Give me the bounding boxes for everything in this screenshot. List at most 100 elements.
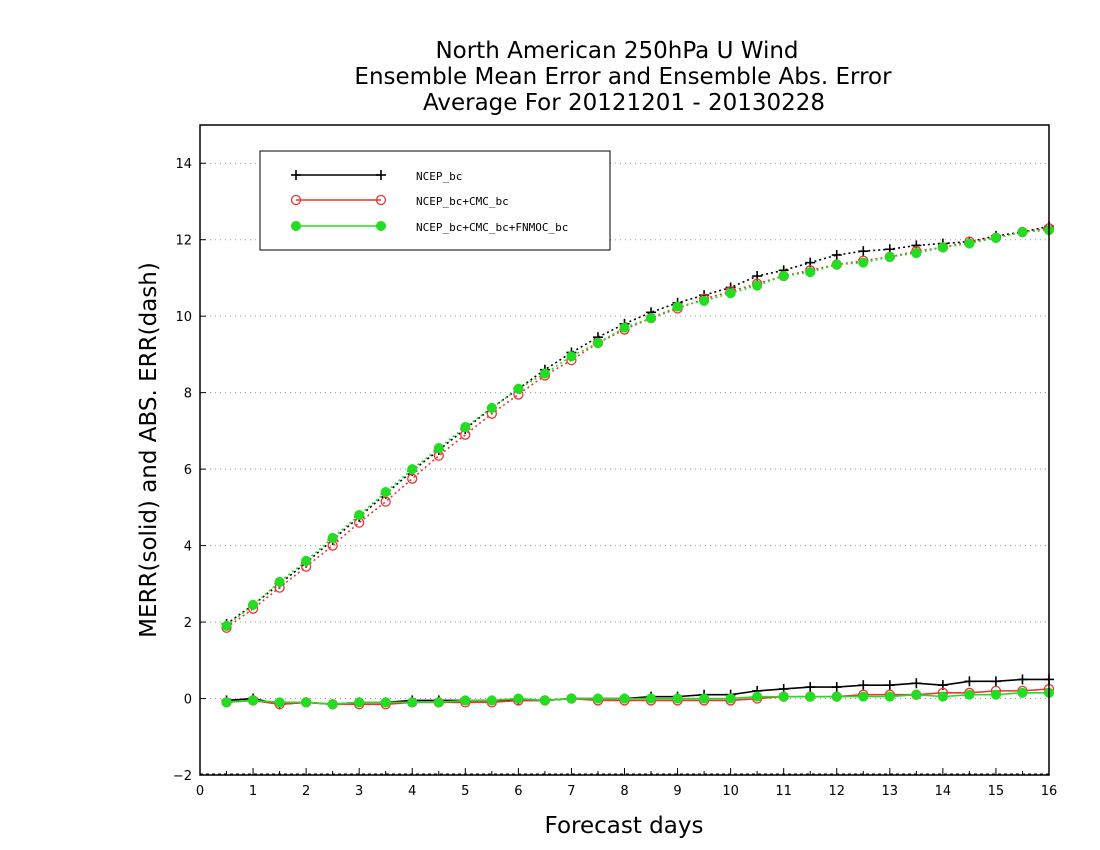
abs-error-point bbox=[513, 383, 524, 394]
legend: NCEP_bc NCEP_bc+CMC_bc NCEP_bc+CMC_bc+FN… bbox=[259, 150, 611, 251]
legend-marker bbox=[290, 194, 302, 206]
abs-error-line bbox=[226, 225, 1050, 625]
series-1 bbox=[221, 221, 1054, 710]
mean-error-point bbox=[1017, 674, 1028, 685]
y-tick-label: 2 bbox=[184, 616, 192, 631]
mean-error-point bbox=[380, 697, 391, 708]
mean-error-point bbox=[884, 680, 895, 691]
abs-error-point bbox=[327, 532, 338, 543]
abs-error-point bbox=[354, 509, 365, 521]
x-tick-label: 16 bbox=[1041, 784, 1058, 799]
x-tick-label: 12 bbox=[828, 784, 845, 799]
mean-error-point bbox=[592, 693, 604, 704]
abs-error-point bbox=[831, 259, 842, 270]
mean-error-point bbox=[911, 678, 922, 689]
abs-error-point bbox=[380, 487, 391, 498]
mean-error-point bbox=[619, 693, 630, 704]
mean-error-point bbox=[805, 691, 816, 702]
mean-error-point bbox=[301, 697, 312, 708]
y-tick-label: 14 bbox=[175, 157, 192, 172]
legend-label-ncep-cmc-fnmoc: NCEP_bc+CMC_bc+FNMOC_bc bbox=[416, 221, 568, 234]
mean-error-point bbox=[539, 695, 550, 706]
x-tick-label: 8 bbox=[620, 784, 628, 799]
mean-error-point bbox=[911, 689, 922, 700]
mean-error-point bbox=[248, 695, 259, 706]
abs-error-point bbox=[619, 322, 630, 333]
legend-marker bbox=[375, 220, 387, 232]
abs-error-point bbox=[407, 464, 418, 475]
abs-error-point bbox=[274, 576, 285, 587]
legend-marker bbox=[290, 220, 302, 232]
abs-error-point bbox=[990, 232, 1001, 243]
mean-error-point bbox=[407, 697, 418, 708]
mean-error-point bbox=[990, 676, 1001, 687]
mean-error-point bbox=[725, 693, 736, 704]
abs-error-point bbox=[566, 351, 577, 362]
abs-error-point bbox=[858, 257, 869, 268]
chart-title-line-1: North American 250hPa U Wind bbox=[435, 38, 798, 64]
legend-label-ncep-bc: NCEP_bc bbox=[416, 170, 462, 183]
y-tick-label: −2 bbox=[173, 769, 192, 784]
mean-error-point bbox=[513, 693, 524, 704]
legend-marker bbox=[291, 170, 301, 180]
mean-error-point bbox=[831, 682, 842, 693]
abs-error-point bbox=[248, 599, 259, 610]
x-tick-label: 3 bbox=[355, 784, 363, 799]
x-tick-label: 6 bbox=[514, 784, 522, 799]
x-tick-label: 14 bbox=[935, 784, 952, 799]
abs-error-point bbox=[964, 238, 975, 249]
abs-error-point bbox=[752, 280, 763, 291]
mean-error-point bbox=[884, 691, 895, 702]
abs-error-point bbox=[1017, 227, 1028, 238]
y-tick-label: 10 bbox=[175, 310, 192, 325]
x-tick-label: 2 bbox=[302, 784, 310, 799]
data-series bbox=[221, 221, 1055, 710]
abs-error-point bbox=[858, 246, 869, 257]
mean-error-point bbox=[354, 697, 365, 708]
y-tick-label: 6 bbox=[184, 463, 192, 478]
abs-error-point bbox=[460, 422, 471, 433]
abs-error-line bbox=[226, 229, 1050, 627]
series-3 bbox=[221, 225, 1055, 710]
x-tick-label: 7 bbox=[567, 784, 575, 799]
mean-error-point bbox=[566, 693, 577, 704]
abs-error-point bbox=[486, 402, 497, 413]
abs-error-point bbox=[221, 620, 232, 631]
abs-error-point bbox=[937, 242, 948, 253]
mean-error-point bbox=[964, 676, 975, 687]
mean-error-point bbox=[221, 697, 232, 708]
mean-error-point bbox=[699, 693, 710, 704]
mean-error-point bbox=[964, 689, 975, 700]
x-tick-label: 5 bbox=[461, 784, 469, 799]
y-tick-label: 4 bbox=[184, 540, 192, 555]
abs-error-point bbox=[301, 555, 312, 566]
mean-error-point bbox=[672, 693, 683, 704]
legend-marker bbox=[375, 194, 387, 206]
abs-error-line bbox=[226, 227, 1050, 629]
mean-error-point bbox=[752, 691, 763, 702]
x-axis-title: Forecast days bbox=[545, 813, 704, 839]
abs-error-point bbox=[592, 337, 604, 348]
mean-error-line bbox=[226, 688, 1050, 706]
mean-error-point bbox=[274, 697, 285, 708]
abs-error-point bbox=[645, 313, 657, 324]
x-tick-label: 9 bbox=[673, 784, 681, 799]
x-tick-label: 13 bbox=[882, 784, 899, 799]
legend-label-ncep-cmc: NCEP_bc+CMC_bc bbox=[416, 195, 509, 208]
grid-lines bbox=[200, 162, 1049, 775]
mean-error-point bbox=[937, 691, 948, 702]
x-tick-label: 10 bbox=[722, 784, 739, 799]
mean-error-point bbox=[778, 691, 789, 702]
mean-error-point bbox=[990, 689, 1001, 700]
mean-error-point bbox=[460, 695, 471, 706]
abs-error-point bbox=[407, 473, 418, 484]
mean-error-point bbox=[433, 697, 444, 708]
mean-error-point bbox=[327, 699, 338, 710]
legend-swatches bbox=[290, 170, 387, 232]
chart-title-line-2: Ensemble Mean Error and Ensemble Abs. Er… bbox=[354, 64, 892, 90]
abs-error-point bbox=[884, 251, 895, 262]
x-tick-label: 4 bbox=[408, 784, 416, 799]
abs-error-point bbox=[831, 250, 842, 260]
